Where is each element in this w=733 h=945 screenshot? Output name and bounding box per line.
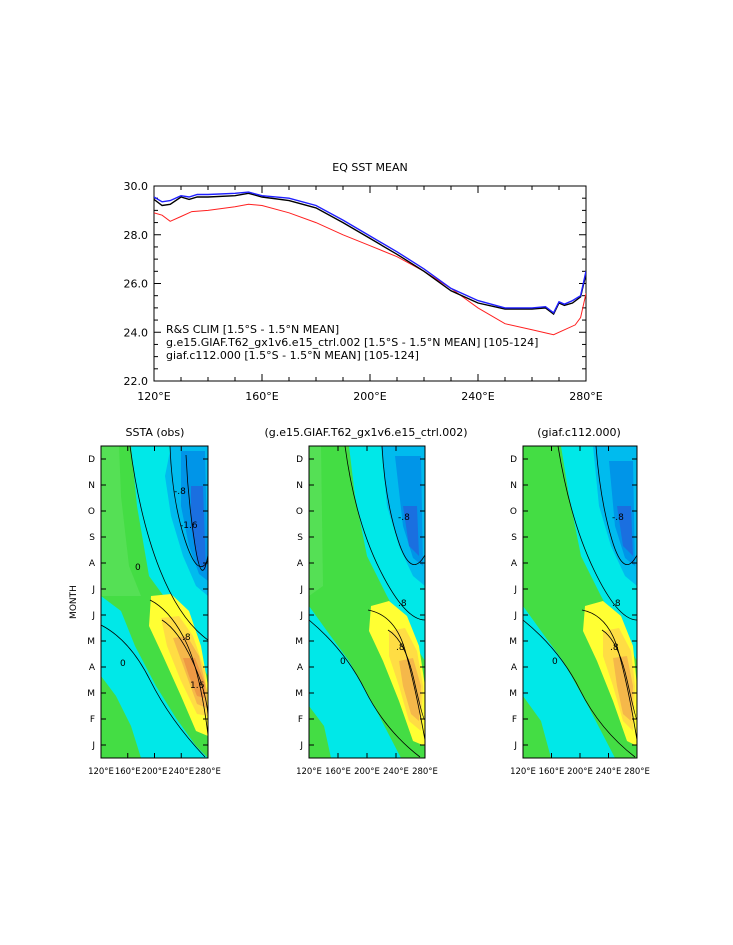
lon-label: 240°E [596,767,622,777]
series-line-2 [154,191,586,314]
month-label: M [295,689,303,699]
panel-c112-title: (giaf.c112.000) [537,426,620,439]
month-label: N [296,481,303,491]
month-label: J [513,585,517,595]
month-label: A [297,559,304,569]
month-label: M [87,637,95,647]
x-tick-label: 280°E [569,390,602,403]
month-label: O [510,507,517,517]
month-label: J [299,611,303,621]
contour-label: -.8 [174,487,186,497]
line-chart: EQ SST MEAN 120°E 160°E 200°E 240°E 280°E 22.… [124,161,603,403]
y-tick-label: 24.0 [124,326,149,339]
contour-label: 0 [135,563,141,573]
lon-label: 200°E [567,767,593,777]
month-label: J [299,741,303,751]
line-chart-title: EQ SST MEAN [332,161,407,174]
lon-label: 160°E [325,767,351,777]
month-label: M [87,689,95,699]
contour-label: .8 [396,643,405,653]
month-label: J [513,611,517,621]
panel-ctrl002-month-axis: J F M A M J J A S O N D 120°E 160°E 200°E 240°E 280°E [295,446,438,777]
month-label: A [511,663,518,673]
y-tick-label: 28.0 [124,229,149,242]
month-label: S [511,533,517,543]
month-label: J [91,585,95,595]
month-label: O [296,507,303,517]
lon-label: 240°E [383,767,409,777]
month-label: D [510,455,517,465]
legend-entry-rs-clim: R&S CLIM [1.5°S - 1.5°N MEAN] [166,323,339,336]
lon-label: 280°E [624,767,650,777]
panel-obs-month-axis: J F M A M J J A S O N D 120°E 160°E 200°E 240°E 280°E [87,446,221,777]
panel-c112-month-axis: J F M A M J J A S O N D 120°E 160°E 200°E 240°E 280°E [509,446,650,777]
month-label: S [297,533,303,543]
month-label: J [299,585,303,595]
month-label: S [89,533,95,543]
lon-label: 160°E [115,767,141,777]
contour-label: .8 [612,599,621,609]
line-chart-series [154,191,586,336]
month-label: J [91,611,95,621]
month-label: M [509,689,517,699]
lon-label: 200°E [354,767,380,777]
month-label: D [296,455,303,465]
month-label: A [89,559,96,569]
month-label: F [90,715,95,725]
series-line-1 [154,192,586,316]
lon-label: 200°E [142,767,168,777]
hovmoller-panel-obs: SSTA (obs) [69,426,221,777]
contour-label: -1.6 [180,521,198,531]
month-label: F [298,715,303,725]
contour-label: .8 [182,633,191,643]
month-label: A [297,663,304,673]
y-tick-label: 30.0 [124,180,149,193]
contour-label: 0 [340,657,346,667]
legend-entry-c112: giaf.c112.000 [1.5°S - 1.5°N MEAN] [105-… [166,349,419,362]
month-label: M [509,637,517,647]
line-chart-axes: 120°E 160°E 200°E 240°E 280°E 22.0 24.0 26.0 28.… [124,180,603,403]
month-label: M [295,637,303,647]
hovmoller-panel-c112: (giaf.c112.000) -.8 0 .8 [509,426,650,777]
contour-label: 0 [120,659,126,669]
lon-label: 280°E [195,767,221,777]
hovmoller-panel-ctrl002: (g.e15.GIAF.T62_gx1v6.e15_ctrl.002) [264,426,467,777]
series-line-0 [154,203,586,336]
contour-label: 0 [552,657,558,667]
contour-label: -.8 [612,513,624,523]
contour-label: .8 [398,599,407,609]
x-tick-label: 240°E [461,390,494,403]
lon-label: 280°E [412,767,438,777]
month-label: A [511,559,518,569]
panel-ctrl002-title: (g.e15.GIAF.T62_gx1v6.e15_ctrl.002) [264,426,467,439]
panel-obs-ylabel: MONTH [69,585,79,619]
x-tick-label: 200°E [353,390,386,403]
y-tick-label: 22.0 [124,375,149,388]
lon-label: 120°E [88,767,114,777]
month-label: N [510,481,517,491]
legend-entry-ctrl002: g.e15.GIAF.T62_gx1v6.e15_ctrl.002 [1.5°S… [166,336,538,349]
lon-label: 120°E [296,767,322,777]
lon-label: 160°E [539,767,565,777]
x-tick-label: 120°E [137,390,170,403]
contour-label: 1.6 [190,681,205,691]
month-label: N [88,481,95,491]
month-label: F [512,715,517,725]
lon-label: 120°E [510,767,536,777]
y-tick-label: 26.0 [124,278,149,291]
line-chart-legend: R&S CLIM [1.5°S - 1.5°N MEAN] g.e15.GIAF… [166,323,538,362]
panel-obs-title: SSTA (obs) [126,426,185,439]
x-tick-label: 160°E [245,390,278,403]
month-label: O [88,507,95,517]
contour-label: -.8 [398,513,410,523]
month-label: D [88,455,95,465]
contour-label: .8 [610,643,619,653]
month-label: A [89,663,96,673]
month-label: J [91,741,95,751]
month-label: J [513,741,517,751]
lon-label: 240°E [168,767,194,777]
